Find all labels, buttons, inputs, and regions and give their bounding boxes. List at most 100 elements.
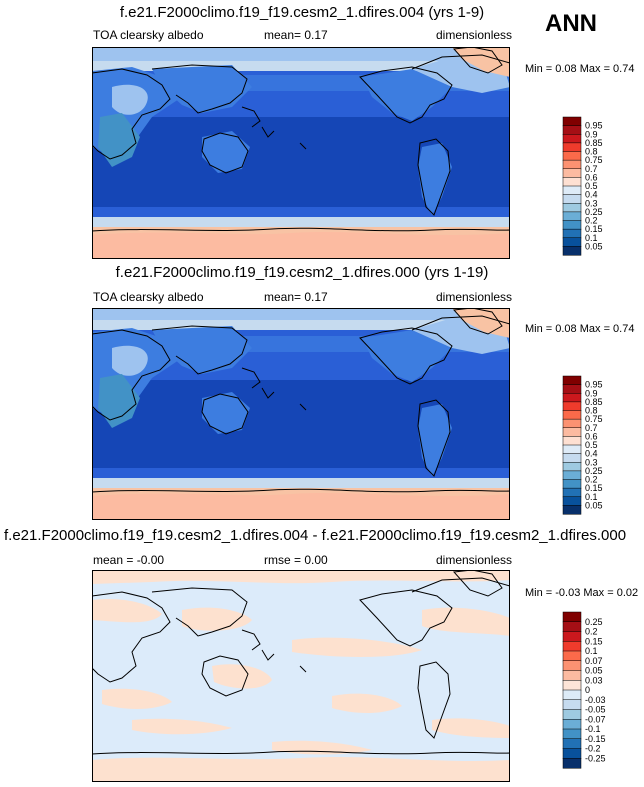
colorbar-swatch [562, 177, 582, 187]
colorbar-tick-label: -0.03 [585, 695, 606, 705]
colorbar-swatch [562, 194, 582, 204]
colorbar-swatch [562, 689, 582, 701]
panel-1-coastlines [92, 47, 510, 232]
colorbar-tick-label: 0.7 [585, 423, 598, 433]
colorbar-swatch [562, 641, 582, 652]
colorbar-tick-label: -0.05 [585, 705, 606, 715]
colorbar-swatch [562, 728, 582, 740]
colorbar-swatch [562, 211, 582, 222]
colorbar-swatch [562, 660, 582, 672]
colorbar-swatch [562, 410, 582, 420]
panel-3-mean-label: mean = -0.00 [93, 553, 165, 567]
panel-1-colorbar: 0.950.90.850.80.750.70.60.50.40.30.250.2… [562, 116, 603, 256]
colorbar-swatch [562, 220, 582, 230]
colorbar-swatch [562, 680, 582, 691]
colorbar-swatch [562, 487, 582, 498]
panel-1-units-label: dimensionless [436, 28, 513, 42]
panel-2-coastlines [92, 308, 510, 493]
colorbar-tick-label: 0.9 [585, 129, 598, 139]
colorbar-swatch [562, 748, 582, 759]
colorbar-swatch [562, 631, 582, 642]
colorbar-tick-label: 0.95 [585, 380, 603, 390]
colorbar-tick-label: -0.1 [585, 724, 601, 734]
colorbar-tick-label: 0.1 [585, 233, 598, 243]
panel-3-units-label: dimensionless [436, 553, 513, 567]
colorbar-tick-label: 0.5 [585, 181, 598, 191]
colorbar-swatch [562, 427, 582, 437]
colorbar-swatch [562, 621, 582, 633]
panel-1-title: f.e21.F2000climo.f19_f19.cesm2_1.dfires.… [119, 4, 485, 21]
colorbar-tick-label: 0.7 [585, 164, 598, 174]
panel-2-map [92, 308, 510, 520]
colorbar-swatch [562, 401, 582, 412]
colorbar-tick-label: 0.9 [585, 388, 598, 398]
colorbar-tick-label: 0.95 [585, 121, 603, 131]
colorbar-tick-label: 0.2 [585, 475, 598, 485]
colorbar-swatch [562, 142, 582, 153]
colorbar-swatch [562, 709, 582, 720]
colorbar-swatch [562, 375, 582, 386]
colorbar-swatch [562, 611, 582, 623]
panel-2-colorbar: 0.950.90.850.80.750.70.60.50.40.30.250.2… [562, 375, 603, 515]
colorbar-tick-label: 0.6 [585, 431, 598, 441]
colorbar-tick-label: 0.07 [585, 656, 603, 666]
colorbar-tick-label: 0.8 [585, 406, 598, 416]
colorbar-swatch [562, 203, 582, 213]
panel-2-minmax: Min = 0.08 Max = 0.74 [525, 323, 635, 335]
colorbar-tick-label: 0.6 [585, 172, 598, 182]
panel-3-title: f.e21.F2000climo.f19_f19.cesm2_1.dfires.… [4, 527, 627, 544]
colorbar-swatch [562, 462, 582, 472]
colorbar-tick-label: 0.3 [585, 198, 598, 208]
colorbar-swatch [562, 479, 582, 489]
colorbar-tick-label: 0.1 [585, 492, 598, 502]
colorbar-swatch [562, 151, 582, 161]
colorbar-tick-label: 0.25 [585, 617, 603, 627]
colorbar-tick-label: 0.15 [585, 224, 603, 234]
colorbar-tick-label: 0.75 [585, 414, 603, 424]
panel-2-units-label: dimensionless [436, 290, 513, 304]
colorbar-swatch [562, 418, 582, 429]
colorbar-tick-label: 0.15 [585, 636, 603, 646]
colorbar-tick-label: 0.25 [585, 466, 603, 476]
colorbar-swatch [562, 650, 582, 662]
colorbar-swatch [562, 453, 582, 463]
colorbar-tick-label: -0.15 [585, 734, 606, 744]
colorbar-tick-label: 0.75 [585, 155, 603, 165]
panel-1-mean-label: mean= 0.17 [264, 28, 328, 42]
season-label: ANN [545, 10, 597, 37]
colorbar-swatch [562, 436, 582, 446]
colorbar-swatch [562, 505, 582, 515]
panel-3-rmse-label: rmse = 0.00 [264, 553, 328, 567]
panel-3-minmax: Min = -0.03 Max = 0.02 [525, 587, 639, 599]
colorbar-swatch [562, 699, 582, 711]
panel-1-land-field [92, 47, 510, 215]
colorbar-swatch [562, 444, 582, 455]
panel-1-left-label: TOA clearsky albedo [93, 28, 204, 42]
colorbar-swatch [562, 159, 582, 170]
colorbar-tick-label: 0 [585, 685, 590, 695]
panel-3-map [92, 570, 510, 782]
colorbar-swatch [562, 738, 582, 750]
panel-1-minmax: Min = 0.08 Max = 0.74 [525, 63, 635, 75]
panel-3-diff-field [92, 570, 510, 782]
colorbar-swatch [562, 470, 582, 481]
colorbar-swatch [562, 393, 582, 403]
colorbar-tick-label: 0.3 [585, 457, 598, 467]
colorbar-swatch [562, 496, 582, 506]
colorbar-tick-label: 0.85 [585, 138, 603, 148]
colorbar-swatch [562, 758, 582, 769]
colorbar-swatch [562, 125, 582, 135]
colorbar-tick-label: 0.05 [585, 500, 603, 510]
colorbar-swatch [562, 670, 582, 681]
colorbar-tick-label: 0.5 [585, 440, 598, 450]
panel-2-mean-label: mean= 0.17 [264, 290, 328, 304]
panel-2-title: f.e21.F2000climo.f19_f19.cesm2_1.dfires.… [115, 264, 489, 281]
colorbar-tick-label: 0.4 [585, 190, 598, 200]
colorbar-swatch [562, 228, 582, 239]
colorbar-swatch [562, 719, 582, 730]
colorbar-swatch [562, 237, 582, 247]
colorbar-tick-label: -0.07 [585, 714, 606, 724]
panel-1-map [92, 47, 510, 259]
panel-3-colorbar: 0.250.20.150.10.070.050.030-0.03-0.05-0.… [562, 611, 606, 769]
panel-2-left-label: TOA clearsky albedo [93, 290, 204, 304]
